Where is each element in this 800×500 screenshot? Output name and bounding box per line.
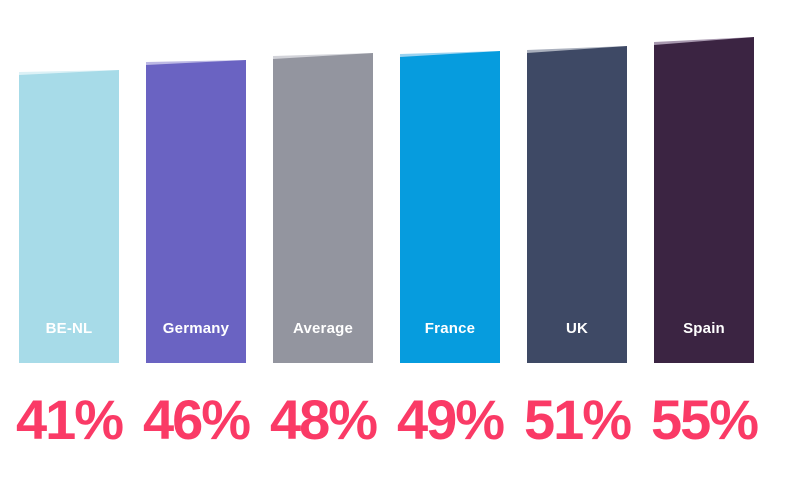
bar-label: UK: [565, 320, 589, 337]
value-label: 49%: [396, 388, 505, 451]
bar-column: UK: [527, 0, 627, 363]
bar-label: BE-NL: [45, 320, 93, 337]
bar-column: Average: [273, 0, 373, 363]
bar: Spain: [654, 37, 754, 363]
bar-label: France: [424, 320, 476, 337]
bar-label: Average: [292, 320, 354, 337]
bar-fill: [146, 60, 246, 363]
bar-fill: [19, 70, 119, 363]
bar: Germany: [146, 60, 246, 363]
bar-column: Spain: [654, 0, 754, 363]
bar-label: Spain: [683, 320, 725, 337]
value-label: 41%: [15, 388, 124, 451]
bar: UK: [527, 46, 627, 363]
value-label: 55%: [650, 388, 759, 451]
bar: France: [400, 51, 500, 363]
value-label: 51%: [523, 388, 632, 451]
bar: Average: [273, 53, 373, 363]
bar-fill: [400, 51, 500, 363]
bar-column: France: [400, 0, 500, 363]
bar-fill: [654, 37, 754, 363]
bar: BE-NL: [19, 70, 119, 363]
bar-fill: [273, 53, 373, 363]
value-label: 48%: [269, 388, 378, 451]
bar-column: BE-NL: [19, 0, 119, 363]
value-label: 46%: [142, 388, 251, 451]
bar-label: Germany: [162, 320, 230, 337]
bar-column: Germany: [146, 0, 246, 363]
bar-fill: [527, 46, 627, 363]
